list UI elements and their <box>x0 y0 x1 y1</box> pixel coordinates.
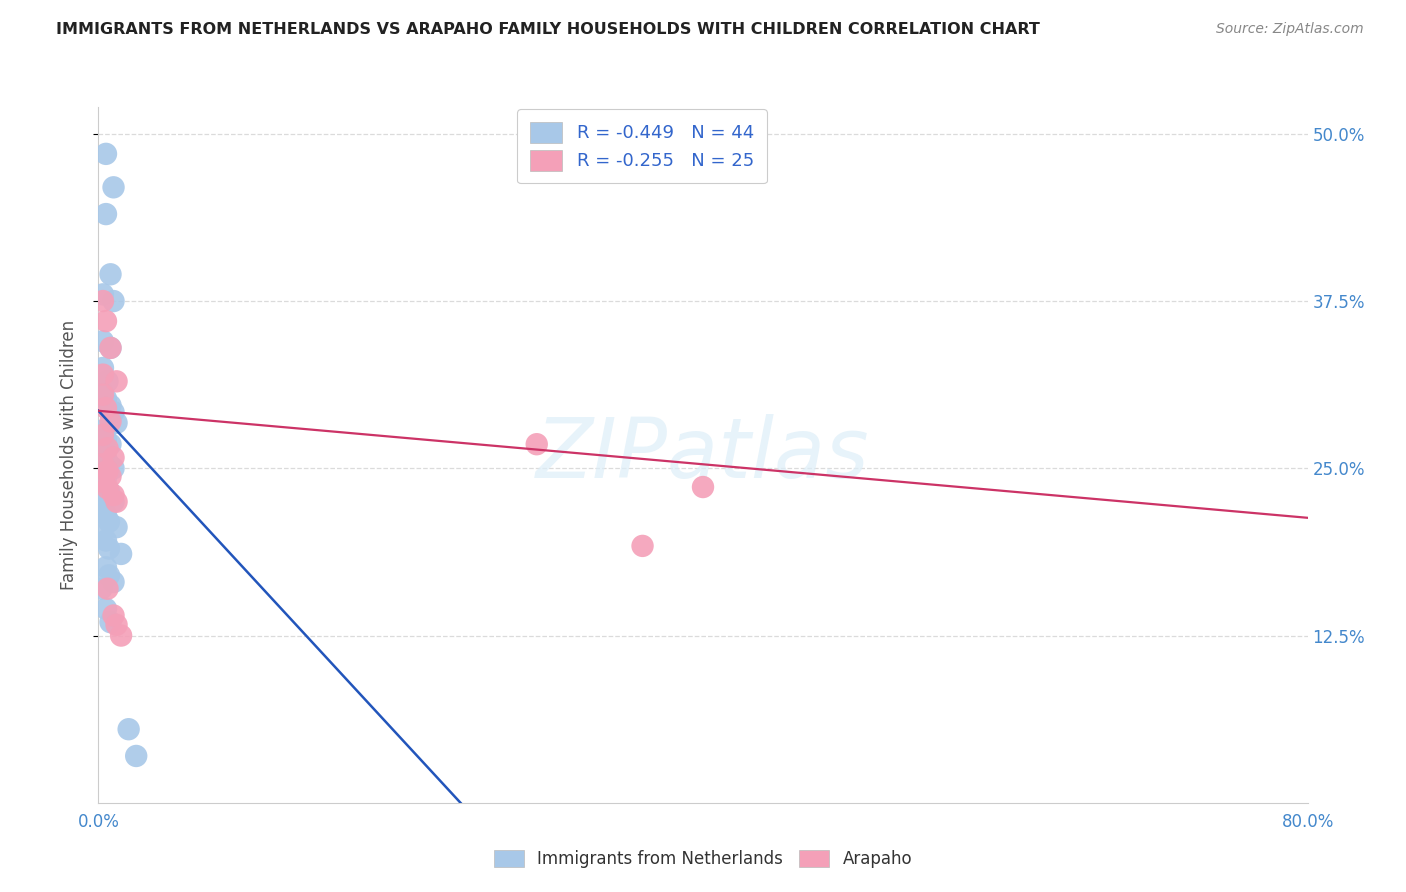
Point <box>94 314 117 328</box>
Point <box>96 582 118 596</box>
Point <box>103 608 125 623</box>
Point <box>692 480 714 494</box>
Point <box>90 444 112 458</box>
Point <box>91 458 114 472</box>
Text: ZIPatlas: ZIPatlas <box>536 415 870 495</box>
Point <box>103 294 125 309</box>
Point <box>100 469 122 483</box>
Point <box>94 491 117 505</box>
Y-axis label: Family Households with Children: Family Households with Children <box>59 320 77 590</box>
Point <box>98 458 121 472</box>
Point <box>98 515 121 529</box>
Point <box>118 723 141 737</box>
Point <box>96 375 118 389</box>
Point <box>105 520 128 534</box>
Point <box>125 749 148 764</box>
Point <box>94 508 117 523</box>
Point <box>103 494 125 508</box>
Point <box>90 501 112 516</box>
Point <box>90 528 112 542</box>
Point <box>105 375 128 389</box>
Point <box>103 575 125 590</box>
Point <box>90 424 112 438</box>
Point <box>91 368 114 382</box>
Point <box>96 464 118 478</box>
Point <box>90 582 112 596</box>
Point <box>110 547 132 561</box>
Point <box>100 415 122 429</box>
Point <box>91 287 114 301</box>
Point <box>94 450 117 465</box>
Point <box>91 334 114 349</box>
Text: IMMIGRANTS FROM NETHERLANDS VS ARAPAHO FAMILY HOUSEHOLDS WITH CHILDREN CORRELATI: IMMIGRANTS FROM NETHERLANDS VS ARAPAHO F… <box>56 22 1040 37</box>
Legend: Immigrants from Netherlands, Arapaho: Immigrants from Netherlands, Arapaho <box>486 843 920 875</box>
Point <box>105 617 128 632</box>
Point <box>100 268 122 282</box>
Point <box>100 341 122 355</box>
Point <box>103 488 125 502</box>
Legend: R = -0.449   N = 44, R = -0.255   N = 25: R = -0.449 N = 44, R = -0.255 N = 25 <box>517 109 766 184</box>
Point <box>103 405 125 419</box>
Point <box>91 294 114 309</box>
Point <box>103 180 125 194</box>
Point <box>103 461 125 475</box>
Point <box>94 147 117 161</box>
Point <box>91 475 114 489</box>
Point <box>100 437 122 451</box>
Point <box>105 416 128 430</box>
Point <box>90 477 112 491</box>
Point <box>98 568 121 582</box>
Point <box>90 466 112 480</box>
Point <box>91 428 114 442</box>
Point <box>94 471 117 485</box>
Point <box>110 628 132 642</box>
Point <box>631 539 654 553</box>
Point <box>98 483 121 498</box>
Point <box>94 432 117 446</box>
Point <box>91 361 114 376</box>
Point <box>94 533 117 548</box>
Point <box>94 401 117 416</box>
Point <box>94 392 117 406</box>
Point <box>91 388 114 402</box>
Point <box>526 437 548 451</box>
Point <box>98 541 121 556</box>
Point <box>96 482 118 496</box>
Point <box>100 341 122 355</box>
Point <box>94 560 117 574</box>
Text: Source: ZipAtlas.com: Source: ZipAtlas.com <box>1216 22 1364 37</box>
Point <box>103 450 125 465</box>
Point <box>94 207 117 221</box>
Point <box>100 399 122 413</box>
Point <box>100 615 122 630</box>
Point <box>94 602 117 616</box>
Point <box>96 442 118 456</box>
Point <box>105 494 128 508</box>
Point <box>90 384 112 398</box>
